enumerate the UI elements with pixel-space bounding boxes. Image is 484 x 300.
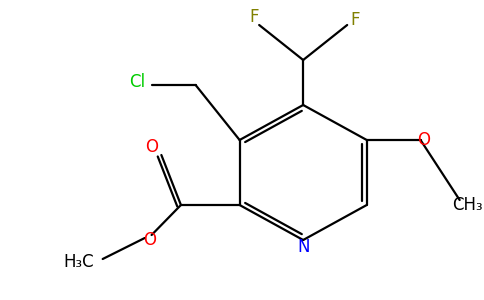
Text: Cl: Cl — [129, 73, 145, 91]
Text: F: F — [250, 8, 259, 26]
Text: H₃C: H₃C — [63, 253, 93, 271]
Text: CH₃: CH₃ — [452, 196, 483, 214]
Text: O: O — [145, 138, 158, 156]
Text: O: O — [417, 131, 430, 149]
Text: F: F — [350, 11, 360, 29]
Text: O: O — [143, 231, 156, 249]
Text: N: N — [297, 238, 309, 256]
